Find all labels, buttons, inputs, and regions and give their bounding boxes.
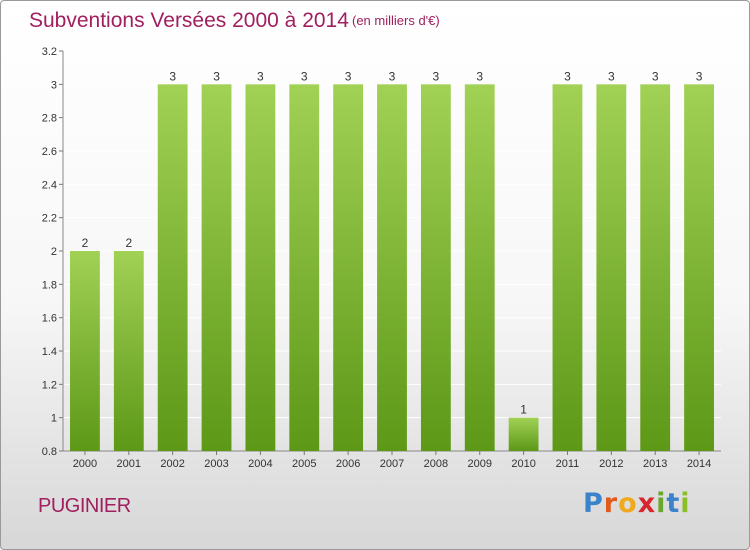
bar bbox=[420, 84, 451, 451]
y-tick-label: 1.4 bbox=[42, 346, 57, 358]
x-tick-label: 2007 bbox=[380, 458, 404, 470]
x-tick-label: 2008 bbox=[424, 458, 448, 470]
bar-value-label: 2 bbox=[125, 236, 132, 250]
bar-value-label: 3 bbox=[345, 69, 352, 83]
bar-value-label: 3 bbox=[652, 69, 659, 83]
bar bbox=[640, 84, 671, 451]
x-tick-label: 2009 bbox=[467, 458, 491, 470]
x-tick-label: 2004 bbox=[248, 458, 272, 470]
logo-letter: r bbox=[603, 488, 619, 519]
bar bbox=[157, 84, 188, 451]
bar-value-label: 3 bbox=[476, 69, 483, 83]
logo-letter: P bbox=[583, 488, 604, 519]
bar bbox=[201, 84, 232, 451]
bar bbox=[464, 84, 495, 451]
bar-value-label: 3 bbox=[301, 69, 308, 83]
y-tick-label: 1 bbox=[51, 413, 57, 425]
x-tick-label: 2000 bbox=[73, 458, 97, 470]
logo-letter: i bbox=[680, 488, 691, 519]
bar-value-label: 3 bbox=[257, 69, 264, 83]
x-tick-label: 2013 bbox=[643, 458, 667, 470]
y-tick-label: 2 bbox=[51, 246, 57, 258]
chart-title: Subventions Versées 2000 à 2014 bbox=[29, 9, 349, 32]
bar-value-label: 3 bbox=[608, 69, 615, 83]
unit-label: (en milliers d'€) bbox=[352, 13, 440, 28]
y-tick-label: 3 bbox=[51, 79, 57, 91]
y-tick-label: 1.8 bbox=[42, 279, 57, 291]
logo-letter: x bbox=[637, 488, 657, 519]
bar bbox=[245, 84, 276, 451]
bar bbox=[552, 84, 583, 451]
bar-value-label: 3 bbox=[564, 69, 571, 83]
proxiti-logo: Proxiti bbox=[583, 488, 691, 519]
bar bbox=[684, 84, 714, 451]
logo-letter: t bbox=[666, 488, 681, 519]
logo-letter: i bbox=[656, 488, 667, 519]
bar-value-label: 3 bbox=[169, 69, 176, 83]
logo-letter: o bbox=[618, 488, 638, 519]
x-tick-label: 2005 bbox=[292, 458, 316, 470]
bar-value-label: 3 bbox=[389, 69, 396, 83]
bar-value-label: 2 bbox=[82, 236, 89, 250]
x-tick-label: 2014 bbox=[687, 458, 711, 470]
x-tick-label: 2011 bbox=[556, 458, 580, 470]
y-tick-label: 2.6 bbox=[42, 146, 57, 158]
bar bbox=[596, 84, 627, 451]
x-tick-label: 2012 bbox=[599, 458, 623, 470]
x-tick-label: 2003 bbox=[204, 458, 228, 470]
bar-value-label: 3 bbox=[213, 69, 220, 83]
x-tick-label: 2001 bbox=[117, 458, 141, 470]
x-tick-label: 2002 bbox=[160, 458, 184, 470]
y-tick-label: 0.8 bbox=[42, 446, 57, 458]
commune-name: PUGINIER bbox=[38, 495, 131, 517]
bar bbox=[70, 251, 100, 451]
y-tick-label: 3.2 bbox=[42, 46, 57, 58]
bar bbox=[113, 251, 144, 451]
bar-value-label: 3 bbox=[433, 69, 440, 83]
y-tick-label: 2.8 bbox=[42, 113, 57, 125]
bar bbox=[289, 84, 320, 451]
y-tick-label: 1.6 bbox=[42, 313, 57, 325]
bar bbox=[377, 84, 407, 451]
bar-value-label: 3 bbox=[696, 69, 703, 83]
bar bbox=[508, 417, 539, 451]
y-tick-label: 1.2 bbox=[42, 379, 57, 391]
x-tick-label: 2010 bbox=[511, 458, 535, 470]
bar bbox=[333, 84, 364, 451]
bar-value-label: 1 bbox=[520, 403, 527, 417]
x-tick-label: 2006 bbox=[336, 458, 360, 470]
y-tick-label: 2.2 bbox=[42, 213, 57, 225]
y-tick-label: 2.4 bbox=[42, 179, 57, 191]
